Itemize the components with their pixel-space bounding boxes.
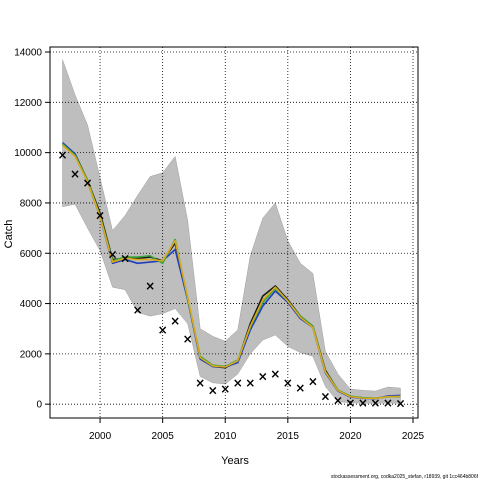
x-tick-label: 2015 (277, 431, 300, 442)
y-tick-label: 8000 (20, 198, 43, 209)
observed-point: × (245, 376, 255, 390)
observed-point: × (333, 393, 343, 407)
x-tick-label: 2005 (152, 431, 175, 442)
observed-point: × (395, 396, 405, 410)
x-tick-label: 2020 (339, 431, 362, 442)
observed-point: × (170, 314, 180, 328)
confidence-band-area (62, 59, 401, 404)
observed-point: × (220, 382, 230, 396)
observed-point: × (258, 369, 268, 383)
x-tick-label: 2010 (214, 431, 237, 442)
x-axis-title: Years (221, 455, 249, 467)
observed-point: × (195, 376, 205, 390)
observed-point: × (358, 396, 368, 410)
observed-point: × (57, 148, 67, 162)
observed-point: × (370, 396, 380, 410)
observed-point: × (95, 209, 105, 223)
observed-point: × (270, 367, 280, 381)
x-tick-label: 2000 (89, 431, 112, 442)
observed-point: × (133, 303, 143, 317)
observed-point: × (295, 381, 305, 395)
observed-point: × (183, 332, 193, 346)
grid (50, 47, 418, 418)
y-tick-label: 10000 (14, 148, 42, 159)
series-line-4 (61, 144, 401, 400)
observed-point: × (83, 176, 93, 190)
plot-frame (49, 46, 419, 419)
observed-point: × (70, 167, 80, 181)
x-tick-label: 2025 (402, 431, 425, 442)
observed-point: × (145, 279, 155, 293)
y-tick-label: 6000 (20, 249, 43, 260)
observed-point: × (283, 376, 293, 390)
observed-points: ××××× ×××××××× × × × × ×× × ×× × × × × × × (57, 148, 405, 410)
observed-point: × (208, 383, 218, 397)
observed-point: × (308, 375, 318, 389)
y-tick-label: 0 (36, 400, 42, 411)
y-tick-label: 14000 (14, 48, 42, 59)
observed-point: × (320, 390, 330, 404)
y-tick-label: 12000 (14, 98, 42, 109)
y-tick-label: 4000 (20, 299, 43, 310)
observed-point: × (233, 376, 243, 390)
axes: 2000 2005 2010 2015 2020 2025 0 2000 4000 6000 800… (14, 48, 424, 442)
y-axis-title: Catch (3, 220, 15, 249)
observed-point: × (120, 251, 130, 265)
observed-point: × (108, 248, 118, 262)
footer-caption: stockassessment.org, codka2025_stefan, r… (331, 474, 479, 480)
observed-point: × (383, 396, 393, 410)
observed-point: × (158, 323, 168, 337)
observed-point: × (345, 396, 355, 410)
confidence-band (62, 59, 401, 404)
y-tick-label: 2000 (20, 349, 43, 360)
series-lines (61, 141, 401, 400)
